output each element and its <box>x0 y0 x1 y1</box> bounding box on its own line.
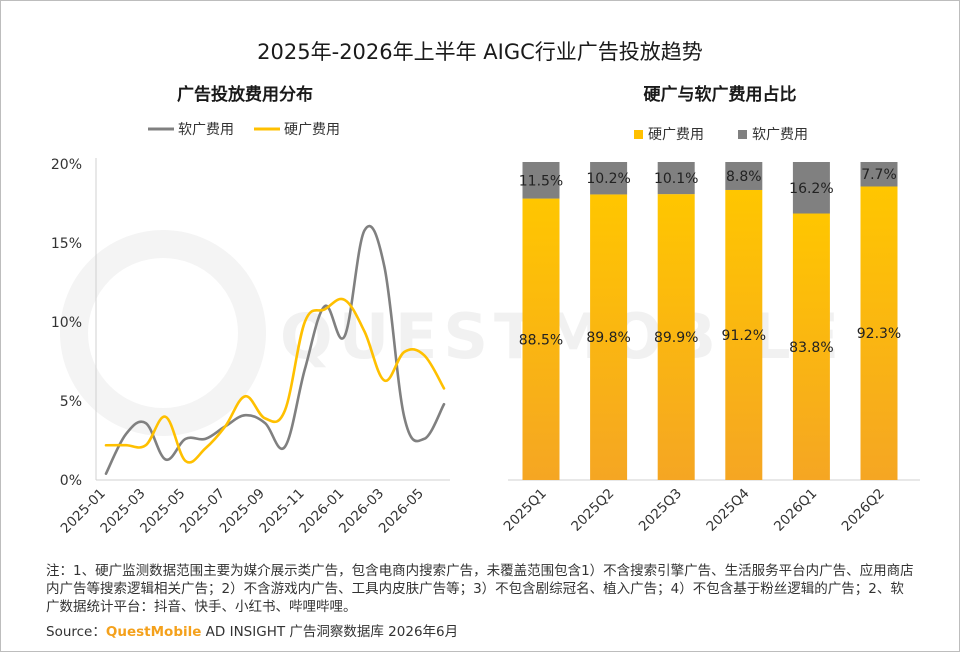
legend-label: 软广费用 <box>752 127 808 143</box>
bar-chart: 硬广费用 软广费用 88.5% 11.5% 2025Q1 89.8% 10.2% 2025Q2… <box>501 127 920 535</box>
bar-hard-segment <box>522 198 560 480</box>
bar-category-label: 2026Q1 <box>771 486 820 535</box>
bar-category-label: 2025Q2 <box>568 486 617 535</box>
y-tick-label: 10% <box>51 315 82 331</box>
legend-label: 硬广费用 <box>648 127 704 143</box>
footnote: 注：1、硬广监测数据范围主要为媒介展示类广告，包含电商内搜索广告，未覆盖范围包含… <box>46 563 914 615</box>
bar-hard-label: 89.8% <box>586 330 630 346</box>
bar-category-label: 2025Q1 <box>501 486 550 535</box>
bar-hard-label: 89.9% <box>654 330 698 346</box>
source-brand: QuestMobile <box>105 624 202 640</box>
hard-ad-line <box>104 297 446 464</box>
bar-soft-segment <box>590 162 628 195</box>
bar-hard-segment <box>860 186 898 480</box>
legend-swatch <box>634 130 643 139</box>
bar-hard-label: 83.8% <box>789 340 833 356</box>
bar-chart-title: 硬广与软广费用占比 <box>643 85 797 105</box>
bar-category-label: 2025Q4 <box>703 486 752 535</box>
bar-soft-label: 11.5% <box>519 173 563 189</box>
legend-label: 软广费用 <box>178 122 234 138</box>
bar-hard-segment <box>725 189 763 480</box>
bar-soft-segment <box>522 162 560 199</box>
y-tick-label: 5% <box>60 394 82 410</box>
bar-soft-label: 8.8% <box>726 169 762 185</box>
bar-soft-segment <box>725 162 763 190</box>
bar-hard-label: 92.3% <box>857 326 901 342</box>
bar-soft-label: 10.2% <box>586 171 630 187</box>
y-tick-label: 15% <box>51 236 82 252</box>
bar-soft-label: 16.2% <box>789 181 833 197</box>
y-tick-label: 20% <box>51 157 82 173</box>
bar-hard-segment <box>590 194 628 480</box>
legend-label: 硬广费用 <box>284 122 340 138</box>
soft-ad-line <box>104 224 446 475</box>
legend-swatch <box>738 130 747 139</box>
source-line: Source：QuestMobile AD INSIGHT 广告洞察数据库 20… <box>46 620 458 640</box>
bar-hard-label: 91.2% <box>722 328 766 344</box>
bar-category-label: 2025Q3 <box>636 486 685 535</box>
bar-soft-label: 10.1% <box>654 171 698 187</box>
source-rest: AD INSIGHT 广告洞察数据库 2026年6月 <box>201 624 459 640</box>
line-chart: 0%5%10%15%20%2025-012025-032025-052025-0… <box>51 122 450 537</box>
main-title: 2025年-2026年上半年 AIGC行业广告投放趋势 <box>257 40 703 64</box>
bar-hard-segment <box>657 194 695 481</box>
bar-soft-segment <box>792 162 830 214</box>
bar-soft-segment <box>860 162 898 187</box>
bar-hard-segment <box>792 213 830 481</box>
bar-category-label: 2026Q2 <box>839 486 888 535</box>
source-prefix: Source： <box>46 624 106 640</box>
line-chart-title: 广告投放费用分布 <box>177 85 313 105</box>
bar-soft-label: 7.7% <box>861 167 897 183</box>
y-tick-label: 0% <box>60 473 82 489</box>
bar-hard-label: 88.5% <box>519 332 563 348</box>
bar-soft-segment <box>657 162 695 195</box>
